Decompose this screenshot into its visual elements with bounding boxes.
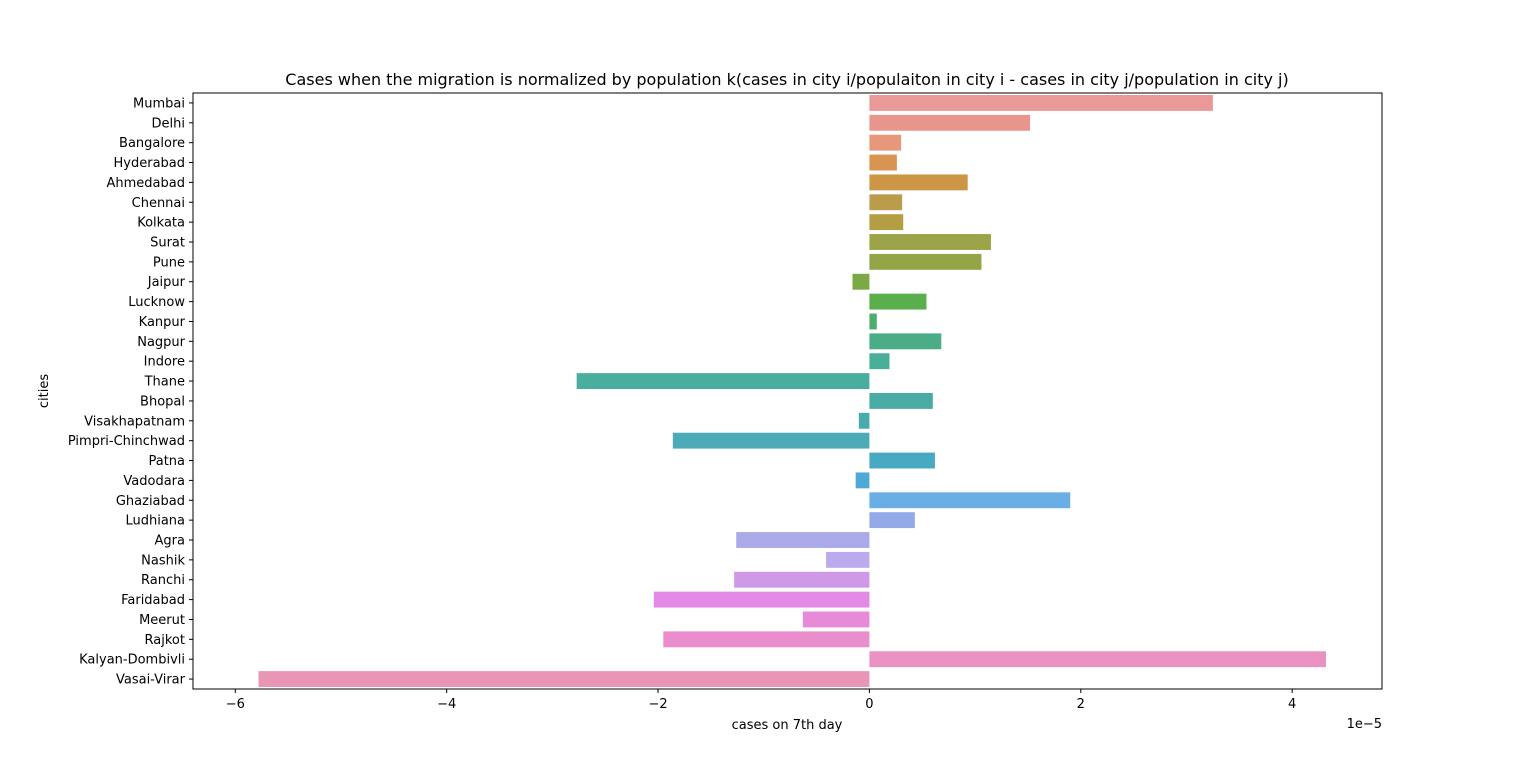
bar-nagpur <box>869 333 942 350</box>
y-tick-label: Patna <box>148 454 185 469</box>
y-tick-label: Rajkot <box>145 633 185 648</box>
y-tick-label: Nashik <box>141 553 185 568</box>
x-tick-label: 0 <box>865 697 873 712</box>
y-tick-label: Hyderabad <box>114 156 186 171</box>
x-axis-ticks: −6 −4 −2 0 2 4 <box>226 689 1296 712</box>
bar-visakhapatnam <box>858 412 870 429</box>
y-tick-label: Nagpur <box>137 335 185 350</box>
bar-delhi <box>869 114 1031 131</box>
y-tick-label: Surat <box>150 236 185 251</box>
bar-bhopal <box>869 392 933 409</box>
bar-meerut <box>802 611 870 628</box>
bar-kalyan-dombivli <box>869 651 1326 668</box>
bar-indore <box>869 353 890 370</box>
y-tick-label: Agra <box>155 534 185 549</box>
bar-vadodara <box>855 472 870 489</box>
y-tick-label: Kalyan-Dombivli <box>79 653 185 668</box>
bar-kanpur <box>869 313 877 330</box>
x-axis-offset-label: 1e−5 <box>1347 717 1382 732</box>
bar-pimpri-chinchwad <box>672 432 870 449</box>
bar-ahmedabad <box>869 174 968 191</box>
y-tick-label: Indore <box>144 355 185 370</box>
x-axis-label: cases on 7th day <box>732 718 843 733</box>
y-tick-label: Lucknow <box>128 295 185 310</box>
y-tick-label: Vadodara <box>123 474 185 489</box>
y-tick-label: Visakhapatnam <box>84 414 185 429</box>
bar-surat <box>869 234 991 250</box>
plot-frame <box>192 92 1383 690</box>
y-tick-label: Pune <box>153 255 185 270</box>
bar-chennai <box>869 194 903 211</box>
x-tick-label: −4 <box>437 697 456 712</box>
y-tick-label: Meerut <box>139 613 185 628</box>
bar-faridabad <box>653 591 870 608</box>
y-tick-label: Faridabad <box>121 593 185 608</box>
x-tick-label: 2 <box>1077 697 1085 712</box>
bar-bangalore <box>869 134 902 151</box>
y-axis-ticks: Mumbai Delhi Bangalore Hyderabad Ahmedabad Ch… <box>68 96 193 688</box>
y-tick-label: Thane <box>144 375 185 390</box>
y-tick-label: Ludhiana <box>125 514 185 529</box>
bar-rajkot <box>663 631 870 648</box>
y-tick-label: Bangalore <box>119 136 185 151</box>
x-tick-label: −6 <box>226 697 245 712</box>
y-tick-label: Kolkata <box>137 216 185 231</box>
y-tick-label: Ahmedabad <box>107 176 185 191</box>
y-tick-label: Chennai <box>132 196 185 211</box>
bar-agra <box>736 532 870 548</box>
bar-hyderabad <box>869 154 897 171</box>
bars-group <box>258 94 1326 688</box>
y-tick-label: Jaipur <box>147 275 186 290</box>
bar-patna <box>869 452 935 469</box>
bar-ludhiana <box>869 512 915 529</box>
bar-mumbai <box>869 94 1213 111</box>
y-tick-label: Bhopal <box>140 394 185 409</box>
bar-nashik <box>826 551 870 568</box>
y-tick-label: Vasai-Virar <box>116 673 186 688</box>
x-tick-label: 4 <box>1288 697 1296 712</box>
y-axis-label: cities <box>37 374 52 408</box>
bar-lucknow <box>869 293 927 310</box>
bar-thane <box>576 373 870 390</box>
bar-pune <box>869 253 982 270</box>
y-tick-label: Ghaziabad <box>116 494 185 509</box>
y-tick-label: Kanpur <box>139 315 186 330</box>
bar-vasai-virar <box>258 671 870 688</box>
y-tick-label: Delhi <box>152 116 185 131</box>
bar-ranchi <box>734 571 870 588</box>
x-tick-label: −2 <box>648 697 667 712</box>
y-tick-label: Pimpri-Chinchwad <box>68 434 185 449</box>
bar-ghaziabad <box>869 492 1071 509</box>
bar-jaipur <box>852 273 870 290</box>
chart-title: Cases when the migration is normalized b… <box>285 70 1288 89</box>
y-tick-label: Mumbai <box>133 96 185 111</box>
y-tick-label: Ranchi <box>141 573 185 588</box>
bar-kolkata <box>869 214 904 231</box>
